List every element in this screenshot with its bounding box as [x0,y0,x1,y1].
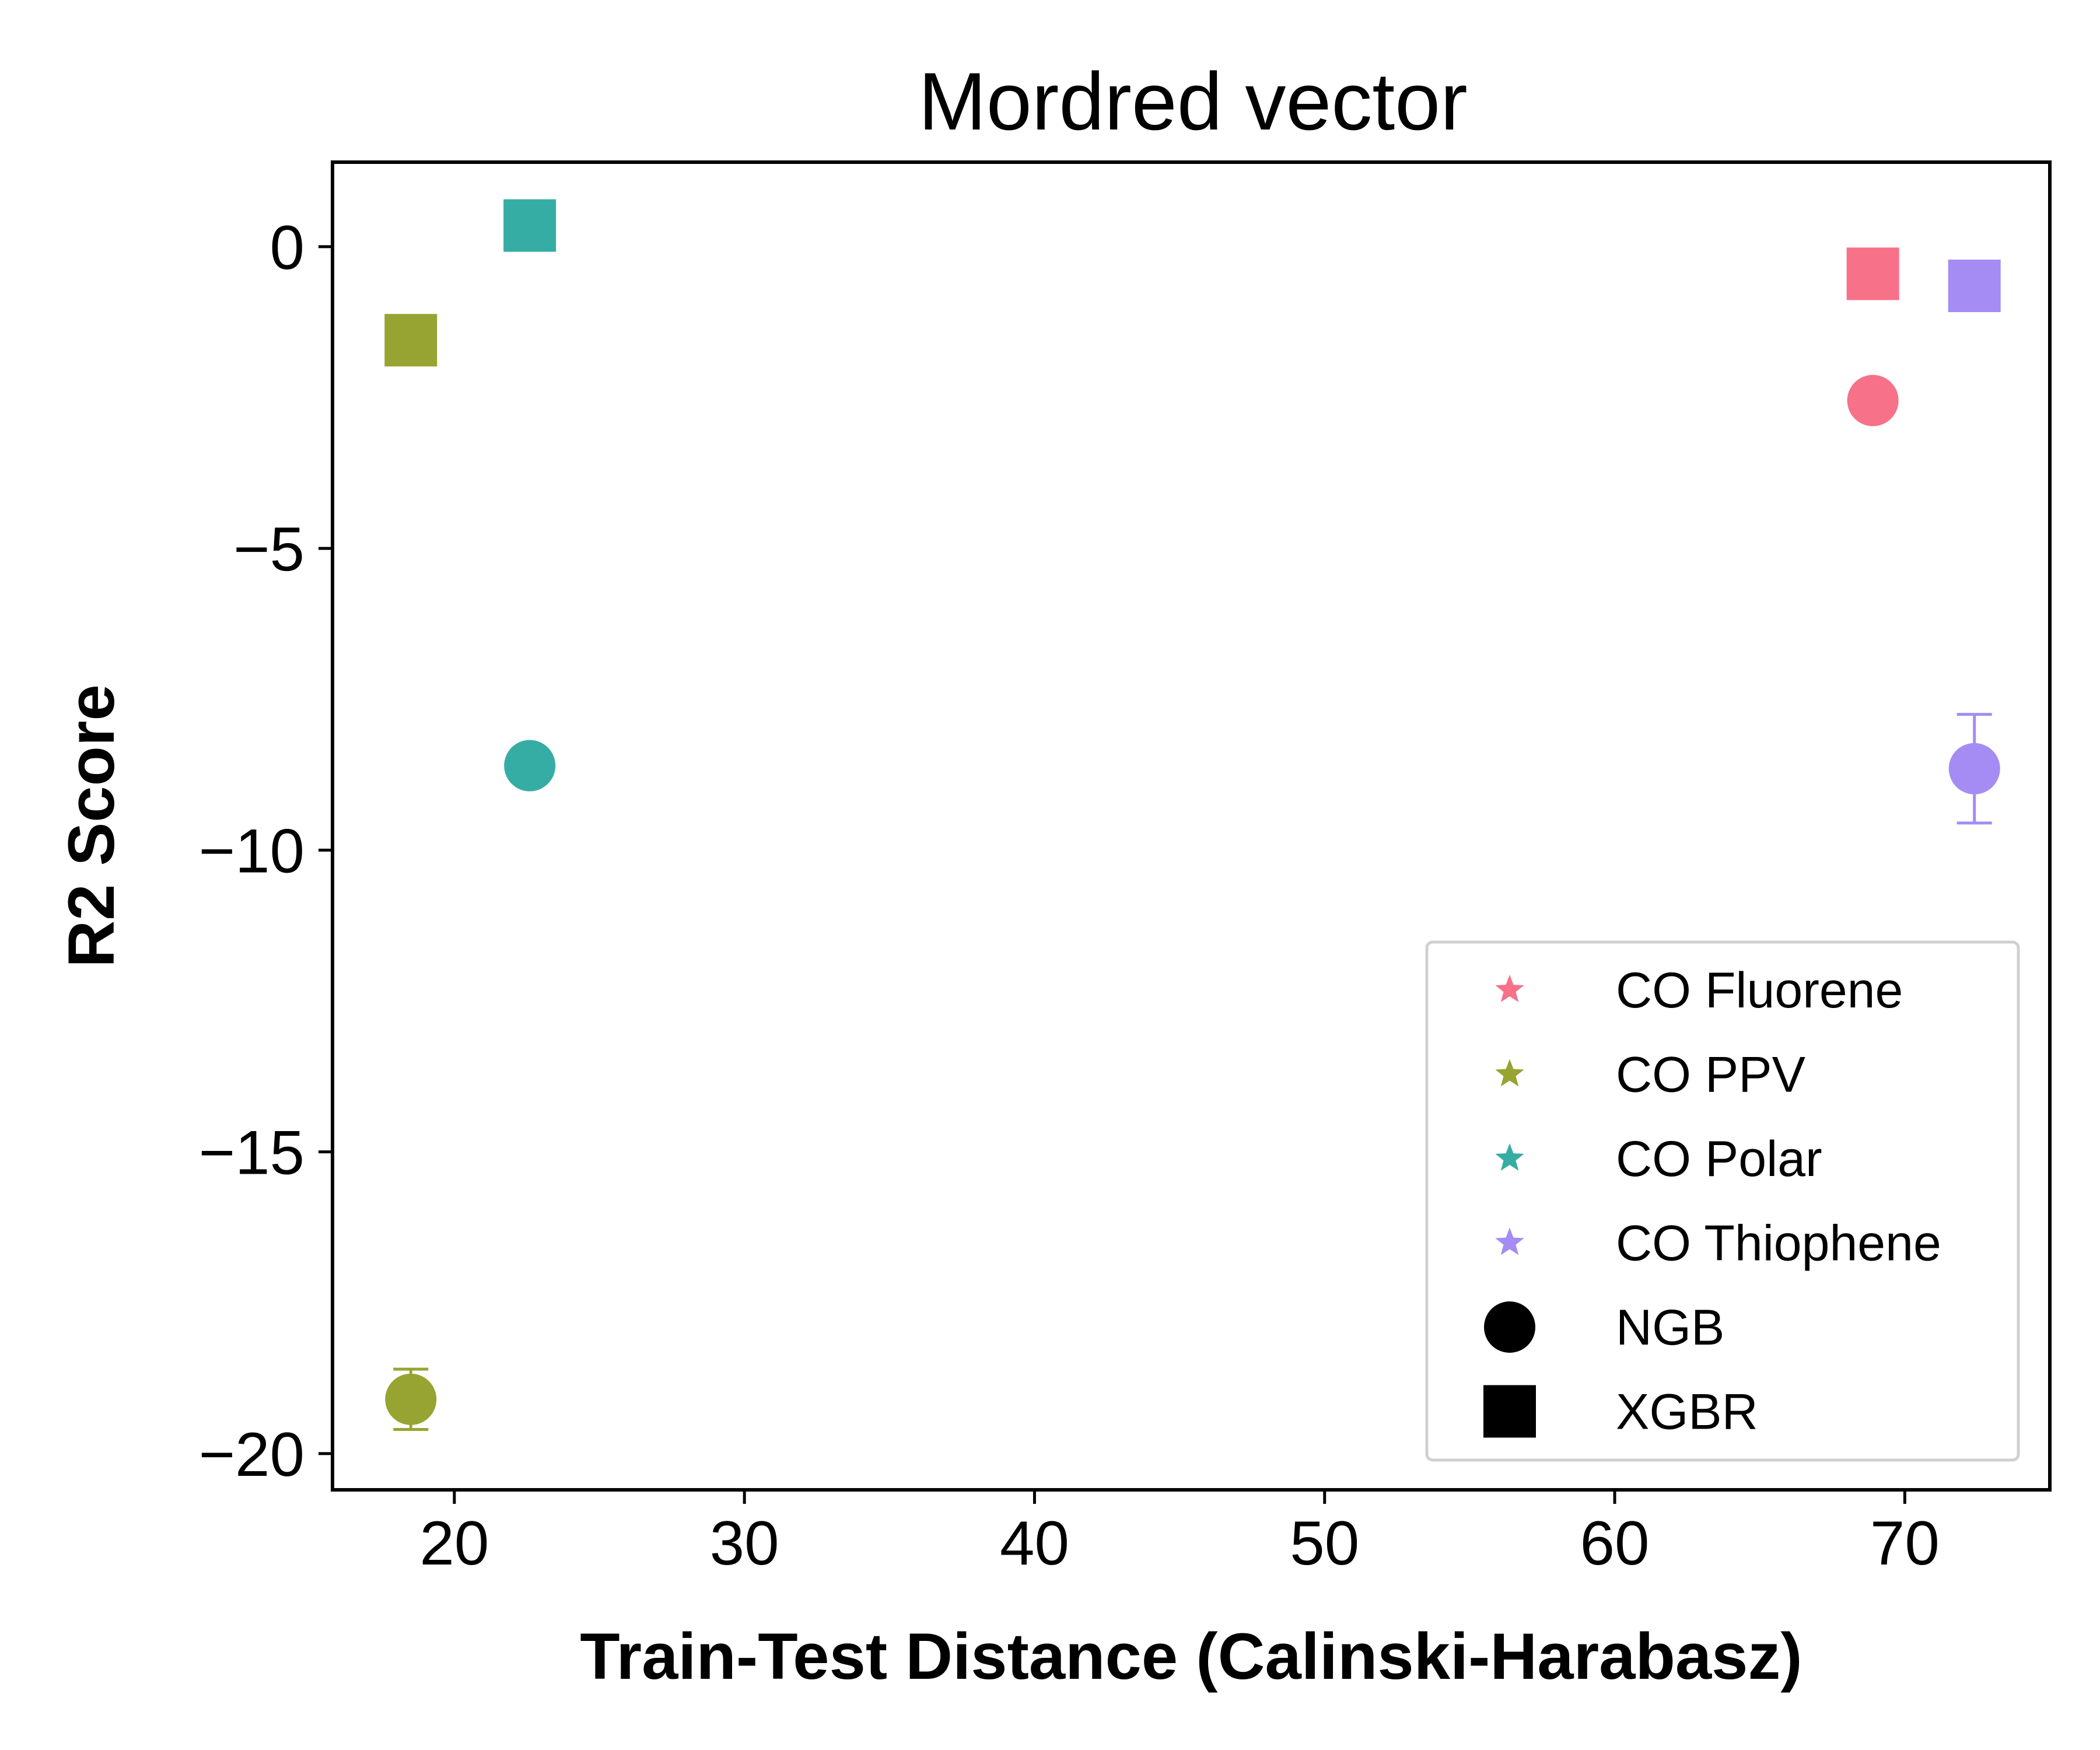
x-tick-label: 30 [710,1508,779,1578]
data-point-ngb [504,740,556,792]
legend-marker-star [1495,1227,1524,1255]
data-point-xgbr [503,199,556,252]
x-tick-label: 20 [419,1508,489,1578]
x-tick-label: 60 [1580,1508,1650,1578]
y-tick-label: −15 [198,1118,304,1188]
plot-frame [331,160,2052,1492]
y-tick-label: −10 [198,816,304,886]
y-axis-title: R2 Score [55,684,128,968]
legend-label: CO Polar [1616,1131,1822,1187]
legend-box [1425,940,2020,1462]
data-point-ngb [1847,374,1899,426]
y-tick-label: −5 [233,514,304,584]
plot-area [384,199,2001,1432]
legend-label: XGBR [1616,1384,1758,1440]
data-point-xgbr [1846,247,1899,300]
chart-title: Mordred vector [918,55,1467,147]
legend-marker-circle [1484,1301,1535,1353]
legend-label: CO Thiophene [1616,1216,1941,1272]
legend: CO Fluorene CO PPV CO Polar CO Thiophene NGB… [1425,940,2020,1462]
x-axis-title: Train-Test Distance (Calinski-Harabasz) [580,1620,1802,1693]
data-point-ngb [385,1373,437,1425]
data-point-xgbr [1948,260,2001,313]
legend-label: NGB [1616,1300,1724,1356]
data-point-ngb [1948,743,2000,794]
legend-marker-star [1495,975,1524,1002]
legend-label: CO Fluorene [1616,963,1903,1019]
data-point-xgbr [384,314,438,367]
x-tick-label: 50 [1290,1508,1359,1578]
legend-label: CO PPV [1616,1047,1805,1103]
legend-marker-star [1495,1143,1524,1171]
y-tick-label: 0 [270,212,304,282]
legend-marker-square [1483,1385,1536,1438]
legend-marker-star [1495,1059,1524,1087]
y-tick-label: −20 [198,1419,304,1489]
x-tick-label: 70 [1870,1508,1940,1578]
x-tick-label: 40 [1000,1508,1069,1578]
